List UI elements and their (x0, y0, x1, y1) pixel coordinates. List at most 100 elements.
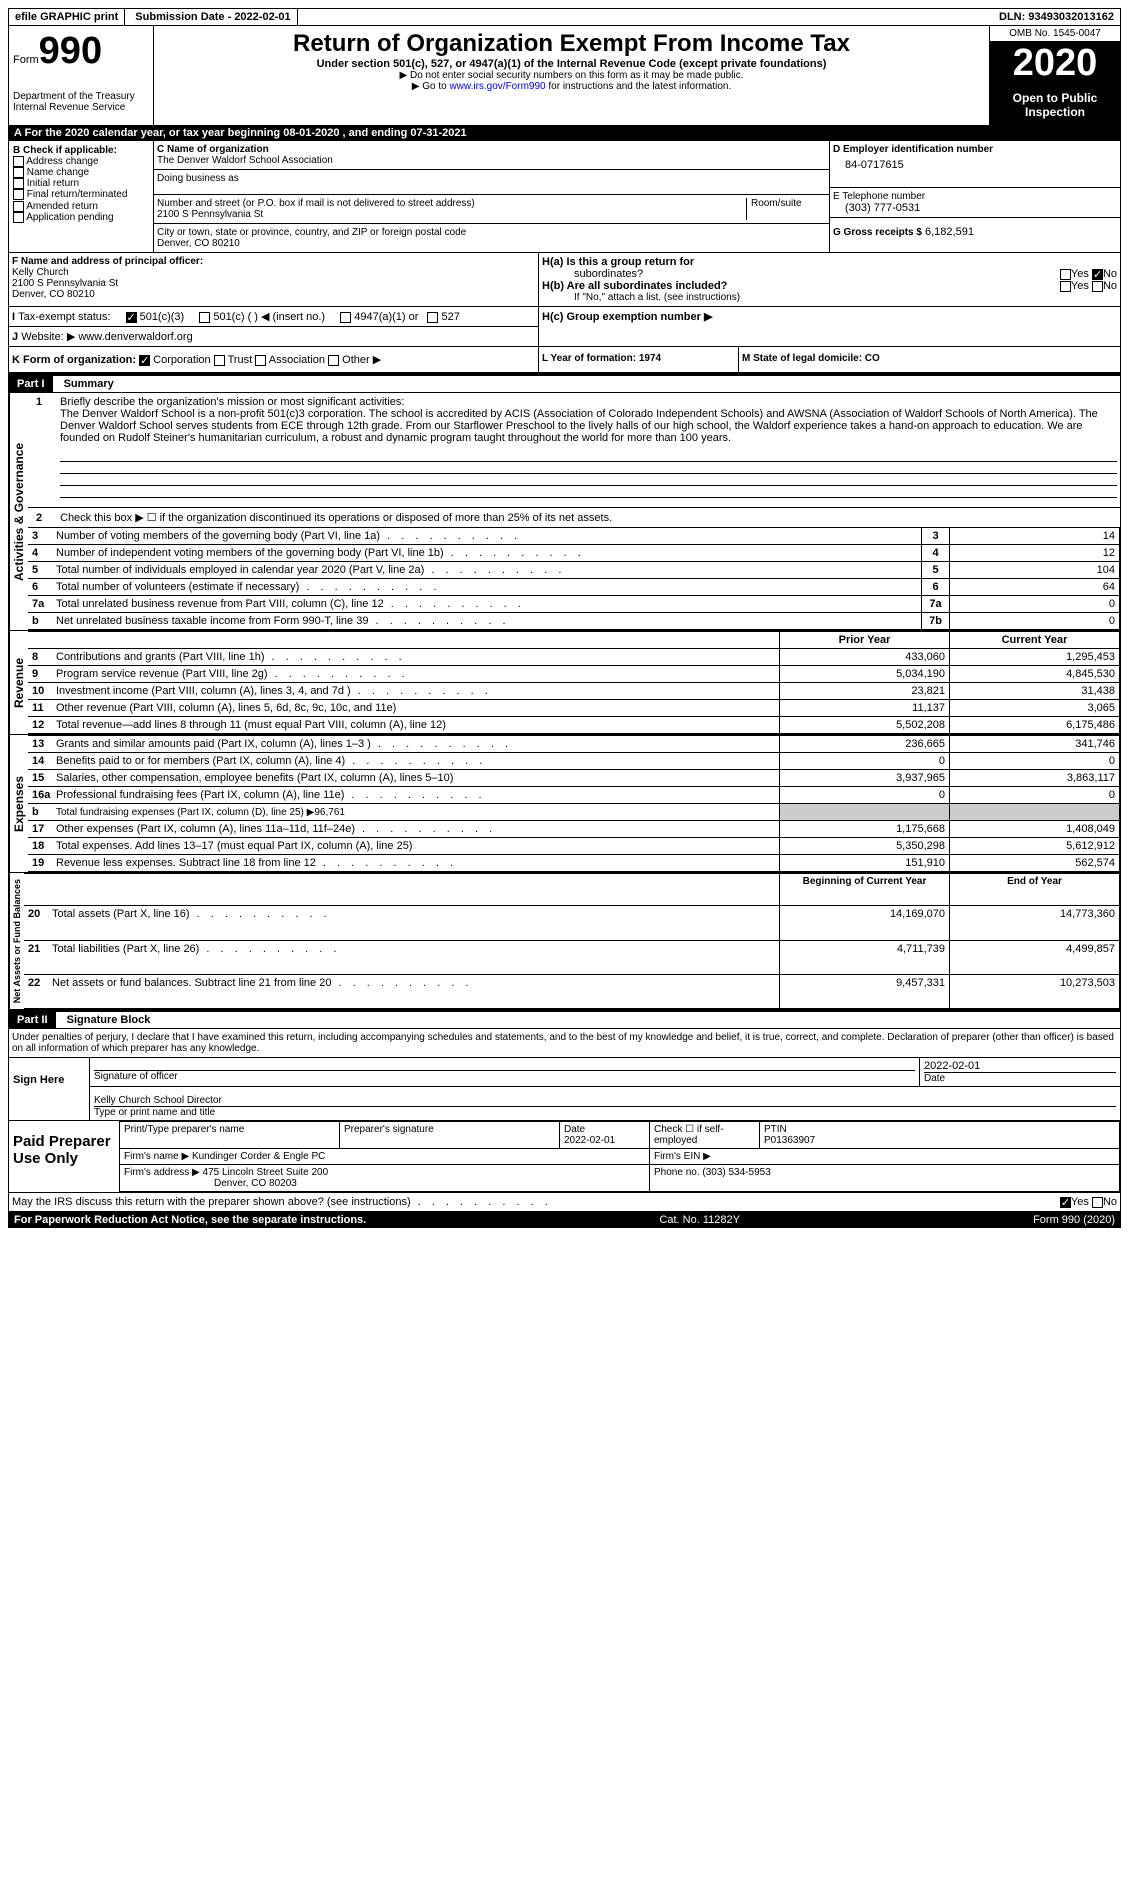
b-label: B Check if applicable: (13, 145, 149, 156)
sign-here-label: Sign Here (9, 1058, 89, 1120)
revenue-section: Revenue Prior YearCurrent Year 8Contribu… (8, 631, 1121, 735)
phone-label: E Telephone number (833, 191, 1117, 202)
dept: Department of the Treasury (13, 91, 149, 102)
bcy-hdr: Beginning of Current Year (780, 874, 950, 906)
discuss-no[interactable]: No (1103, 1196, 1117, 1208)
part1-label: Part I (9, 376, 53, 392)
hb-note: If "No," attach a list. (see instruction… (542, 292, 1117, 303)
ha-yes[interactable]: Yes (1071, 268, 1089, 280)
paid-preparer-label: Paid Preparer Use Only (9, 1121, 119, 1192)
phone-value: (303) 777-0531 (833, 202, 1117, 214)
footer: For Paperwork Reduction Act Notice, see … (8, 1212, 1121, 1228)
current-year-hdr: Current Year (950, 632, 1120, 649)
sig-officer-cell: Signature of officer (90, 1058, 920, 1086)
typed-name-label: Type or print name and title (94, 1106, 1116, 1118)
tax-year: 2020 (990, 42, 1120, 85)
city-state-zip: Denver, CO 80210 (157, 238, 826, 249)
form-word: Form (13, 54, 39, 66)
room-label: Room/suite (746, 198, 826, 220)
net-vlabel: Net Assets or Fund Balances (9, 873, 24, 1009)
net-assets-table: Beginning of Current YearEnd of Year 20T… (24, 873, 1120, 1009)
footer-left: For Paperwork Reduction Act Notice, see … (14, 1214, 366, 1226)
expenses-table: 13Grants and similar amounts paid (Part … (28, 735, 1120, 872)
expenses-section: Expenses 13Grants and similar amounts pa… (8, 735, 1121, 873)
section-b: B Check if applicable: Address change Na… (9, 141, 154, 252)
form-number: 990 (39, 30, 102, 72)
4947[interactable]: 4947(a)(1) or (354, 311, 418, 323)
part2-title: Signature Block (59, 1014, 151, 1026)
officer-addr: 2100 S Pennsylvania St (12, 278, 535, 289)
ha-no[interactable]: No (1103, 268, 1117, 280)
hb-no[interactable]: No (1103, 280, 1117, 292)
chk-app[interactable]: Application pending (26, 212, 113, 223)
rev-vlabel: Revenue (9, 631, 28, 734)
firm-addr: 475 Lincoln Street Suite 200 (203, 1167, 329, 1178)
527[interactable]: 527 (442, 311, 460, 323)
website-label: Website: ▶ (21, 331, 75, 343)
ha-sub: subordinates? (542, 268, 643, 280)
dba-label: Doing business as (157, 173, 826, 184)
irs-link[interactable]: www.irs.gov/Form990 (449, 81, 545, 92)
chk-name[interactable]: Name change (27, 167, 89, 178)
officer-typed-name: Kelly Church School Director (94, 1095, 1116, 1106)
chk-amended[interactable]: Amended return (26, 201, 98, 212)
part2-label: Part II (9, 1012, 56, 1028)
header-sub1: Under section 501(c), 527, or 4947(a)(1)… (158, 58, 985, 70)
sig-date-cell: 2022-02-01 Date (920, 1058, 1120, 1086)
eoy-hdr: End of Year (950, 874, 1120, 906)
firm-phone: Phone no. (303) 534-5953 (650, 1165, 1120, 1192)
irs: Internal Revenue Service (13, 102, 149, 113)
self-employed[interactable]: Check ☐ if self-employed (650, 1122, 760, 1149)
state-domicile: M State of legal domicile: CO (739, 347, 1120, 372)
gov-row: Number of voting members of the governin… (56, 530, 521, 542)
footer-right: Form 990 (2020) (1033, 1214, 1115, 1226)
k-assoc[interactable]: Association (269, 354, 325, 366)
officer-label: F Name and address of principal officer: (12, 256, 535, 267)
k-trust[interactable]: Trust (228, 354, 253, 366)
header-sub2: ▶ Do not enter social security numbers o… (158, 70, 985, 81)
k-corp[interactable]: Corporation (153, 354, 210, 366)
chk-initial[interactable]: Initial return (27, 178, 79, 189)
form-header: Form990 Department of the Treasury Inter… (8, 26, 1121, 125)
preparer-table: Print/Type preparer's name Preparer's si… (119, 1121, 1120, 1192)
header-sub3: ▶ Go to (412, 81, 450, 92)
efile-label: efile GRAPHIC print (9, 9, 125, 25)
officer-name: Kelly Church (12, 267, 535, 278)
paid-preparer-section: Paid Preparer Use Only Print/Type prepar… (8, 1121, 1121, 1193)
part1-header: Part I Summary (8, 374, 1121, 393)
hc-label: H(c) Group exemption number ▶ (542, 310, 1117, 323)
c-name-label: C Name of organization (157, 144, 826, 155)
prior-year-hdr: Prior Year (780, 632, 950, 649)
gov-vlabel: Activities & Governance (9, 393, 28, 630)
year-formation: L Year of formation: 1974 (539, 347, 739, 372)
firm-ein: Firm's EIN ▶ (650, 1149, 1120, 1165)
may-discuss-text: May the IRS discuss this return with the… (12, 1196, 552, 1208)
k-other[interactable]: Other ▶ (342, 354, 381, 366)
declaration: Under penalties of perjury, I declare th… (8, 1029, 1121, 1058)
discuss-yes[interactable]: Yes (1071, 1196, 1089, 1208)
klm-row: K Form of organization: Corporation Trus… (8, 347, 1121, 374)
ha-label: H(a) Is this a group return for (542, 256, 694, 268)
public-inspection: Open to Public Inspection (990, 85, 1120, 125)
dln: DLN: 93493032013162 (302, 9, 1120, 25)
may-discuss-row: May the IRS discuss this return with the… (8, 1193, 1121, 1212)
revenue-table: Prior YearCurrent Year 8Contributions an… (28, 631, 1120, 734)
k-label: K Form of organization: (12, 354, 136, 366)
501c[interactable]: 501(c) ( ) ◀ (insert no.) (213, 311, 325, 323)
501c3[interactable]: 501(c)(3) (140, 311, 185, 323)
gov-table: 3Number of voting members of the governi… (28, 527, 1120, 630)
net-assets-section: Net Assets or Fund Balances Beginning of… (8, 873, 1121, 1010)
prep-name-label: Print/Type preparer's name (120, 1122, 340, 1149)
fh-row: F Name and address of principal officer:… (8, 253, 1121, 307)
chk-address[interactable]: Address change (26, 156, 98, 167)
ptin-value: P01363907 (764, 1135, 815, 1146)
gross-label: G Gross receipts $ (833, 227, 922, 238)
chk-final[interactable]: Final return/terminated (27, 190, 128, 201)
l1-label: Briefly describe the organization's miss… (60, 396, 404, 408)
hb-yes[interactable]: Yes (1071, 280, 1089, 292)
officer-city: Denver, CO 80210 (12, 289, 535, 300)
ein-value: 84-0717615 (833, 155, 1117, 171)
part1-title: Summary (56, 378, 114, 390)
hb-label: H(b) Are all subordinates included? (542, 280, 727, 292)
top-bar: efile GRAPHIC print Submission Date - 20… (8, 8, 1121, 26)
